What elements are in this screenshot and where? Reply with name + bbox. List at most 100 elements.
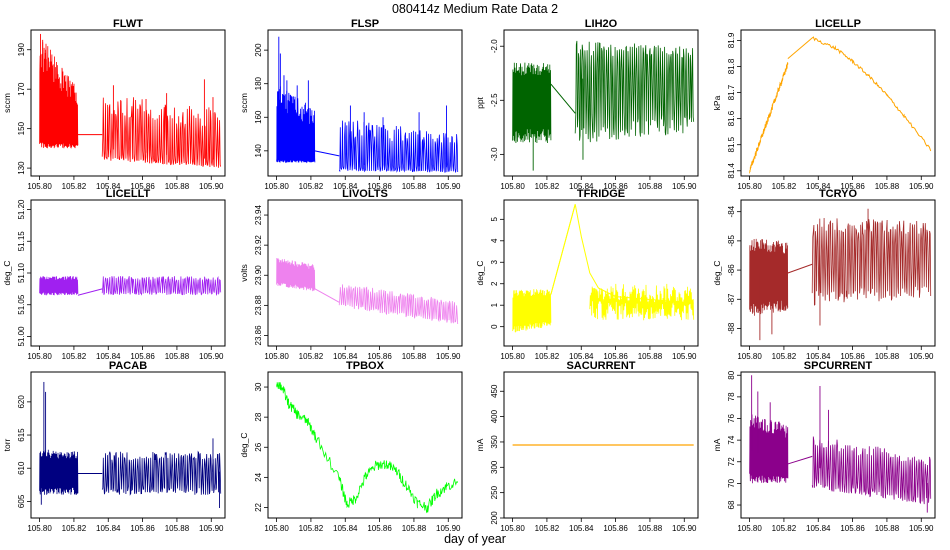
y-tick-label: 22 [254, 502, 263, 511]
x-tick-label: 105.90 [199, 524, 224, 533]
x-tick-label: 105.88 [402, 524, 427, 533]
plot-area [749, 36, 932, 174]
y-tick-label: 81.9 [727, 32, 736, 48]
y-tick-label: 30 [254, 382, 263, 391]
y-tick-label: -3.0 [490, 147, 499, 161]
y-tick-label: -84 [727, 205, 736, 217]
x-tick-label: 105.90 [672, 524, 697, 533]
panel-title: SACURRENT [566, 360, 635, 372]
y-tick-label: 350 [490, 435, 499, 449]
series-segment-1 [101, 97, 222, 168]
x-tick-label: 105.80 [27, 182, 52, 191]
x-tick-label: 105.86 [603, 524, 628, 533]
plot-area [749, 208, 932, 341]
x-tick-label: 105.80 [264, 352, 289, 361]
x-tick-label: 105.86 [367, 524, 392, 533]
panel-title: SPCURRENT [804, 360, 873, 372]
x-tick-label: 105.86 [840, 182, 865, 191]
panel-title: LICELLP [815, 18, 861, 30]
x-tick-label: 105.82 [772, 524, 797, 533]
plot-frame [267, 29, 463, 177]
y-tick-label: -2.0 [490, 39, 499, 53]
y-tick-label: 170 [17, 82, 26, 96]
series-segment-0 [39, 449, 79, 495]
x-tick-label: 105.80 [264, 182, 289, 191]
plot-area [39, 33, 222, 168]
y-tick-label: 200 [254, 43, 263, 57]
y-tick-label: 300 [490, 460, 499, 474]
plot-area [276, 36, 459, 173]
x-tick-label: 105.86 [367, 352, 392, 361]
plot-area [512, 204, 695, 333]
series-segment-0 [39, 276, 79, 296]
y-tick-label: 26 [254, 442, 263, 451]
y-tick-label: 51.15 [17, 231, 26, 252]
x-tick-label: 105.88 [402, 352, 427, 361]
panel-title: LIVOLTS [342, 188, 388, 200]
x-tick-label: 105.88 [638, 182, 663, 191]
plot-frame [503, 199, 699, 347]
figure-title: 080414z Medium Rate Data 2 [392, 2, 558, 16]
y-tick-label: 81.5 [727, 136, 736, 152]
x-tick-label: 105.82 [299, 524, 324, 533]
series-trend [550, 204, 694, 304]
x-tick-label: 105.84 [806, 352, 831, 361]
y-tick-label: 0 [490, 324, 499, 329]
x-tick-label: 105.90 [436, 524, 461, 533]
x-tick-label: 105.88 [638, 352, 663, 361]
y-tick-label: 615 [17, 428, 26, 442]
plot-frame [503, 29, 699, 177]
gap-connector [314, 288, 340, 303]
plot-area [276, 381, 459, 514]
panel-pacab: PACAB torr 105.80 105.82 105.84 105.86 105.88 1… [2, 360, 226, 533]
x-tick-label: 105.84 [96, 352, 121, 361]
x-tick-label: 105.90 [672, 182, 697, 191]
y-axis-label: ppt [475, 96, 485, 108]
x-tick-label: 105.80 [500, 182, 525, 191]
x-tick-label: 105.86 [603, 352, 628, 361]
x-tick-label: 105.86 [603, 182, 628, 191]
series-line [276, 381, 459, 514]
y-tick-label: 23.88 [254, 295, 263, 316]
x-tick-label: 105.88 [165, 524, 190, 533]
y-tick-label: 180 [254, 76, 263, 90]
y-tick-label: 78 [727, 392, 736, 401]
y-tick-label: 190 [17, 43, 26, 57]
x-tick-label: 105.90 [909, 524, 934, 533]
panel-title: LICELLT [106, 188, 151, 200]
y-tick-label: 3 [490, 259, 499, 264]
x-tick-label: 105.82 [535, 352, 560, 361]
y-axis-label: sccm [2, 93, 12, 113]
y-tick-label: 620 [17, 395, 26, 409]
y-tick-label: 4 [490, 238, 499, 243]
y-axis-label: sccm [239, 93, 249, 113]
y-axis-label: mA [712, 438, 722, 451]
x-tick-label: 105.80 [737, 524, 762, 533]
y-tick-label: 51.10 [17, 262, 26, 283]
y-tick-label: 28 [254, 412, 263, 421]
series-segment-1 [589, 283, 695, 321]
plot-frame [267, 199, 463, 347]
panel-title: TPBOX [346, 360, 385, 372]
x-tick-label: 105.86 [840, 524, 865, 533]
panel-tpbox: TPBOX deg_C 105.80 105.82 105.84 105.86 105.88… [239, 360, 463, 533]
y-tick-label: -87 [727, 293, 736, 305]
plot-frame [30, 29, 226, 177]
y-tick-label: 80 [727, 370, 736, 379]
plot-frame [740, 371, 936, 519]
x-tick-label: 105.90 [672, 352, 697, 361]
plot-area [749, 375, 932, 513]
series-segment-1 [811, 217, 932, 306]
series-segment-0 [512, 289, 552, 333]
x-tick-label: 105.88 [638, 524, 663, 533]
plot-area [39, 276, 222, 296]
x-tick-label: 105.84 [569, 524, 594, 533]
gap-connector [787, 455, 813, 465]
y-axis-label: kPa [712, 95, 722, 110]
x-tick-label: 105.84 [569, 182, 594, 191]
series-segment-0 [512, 62, 552, 144]
x-tick-label: 105.80 [264, 524, 289, 533]
x-tick-label: 105.84 [96, 524, 121, 533]
series-segment-1 [338, 284, 459, 325]
